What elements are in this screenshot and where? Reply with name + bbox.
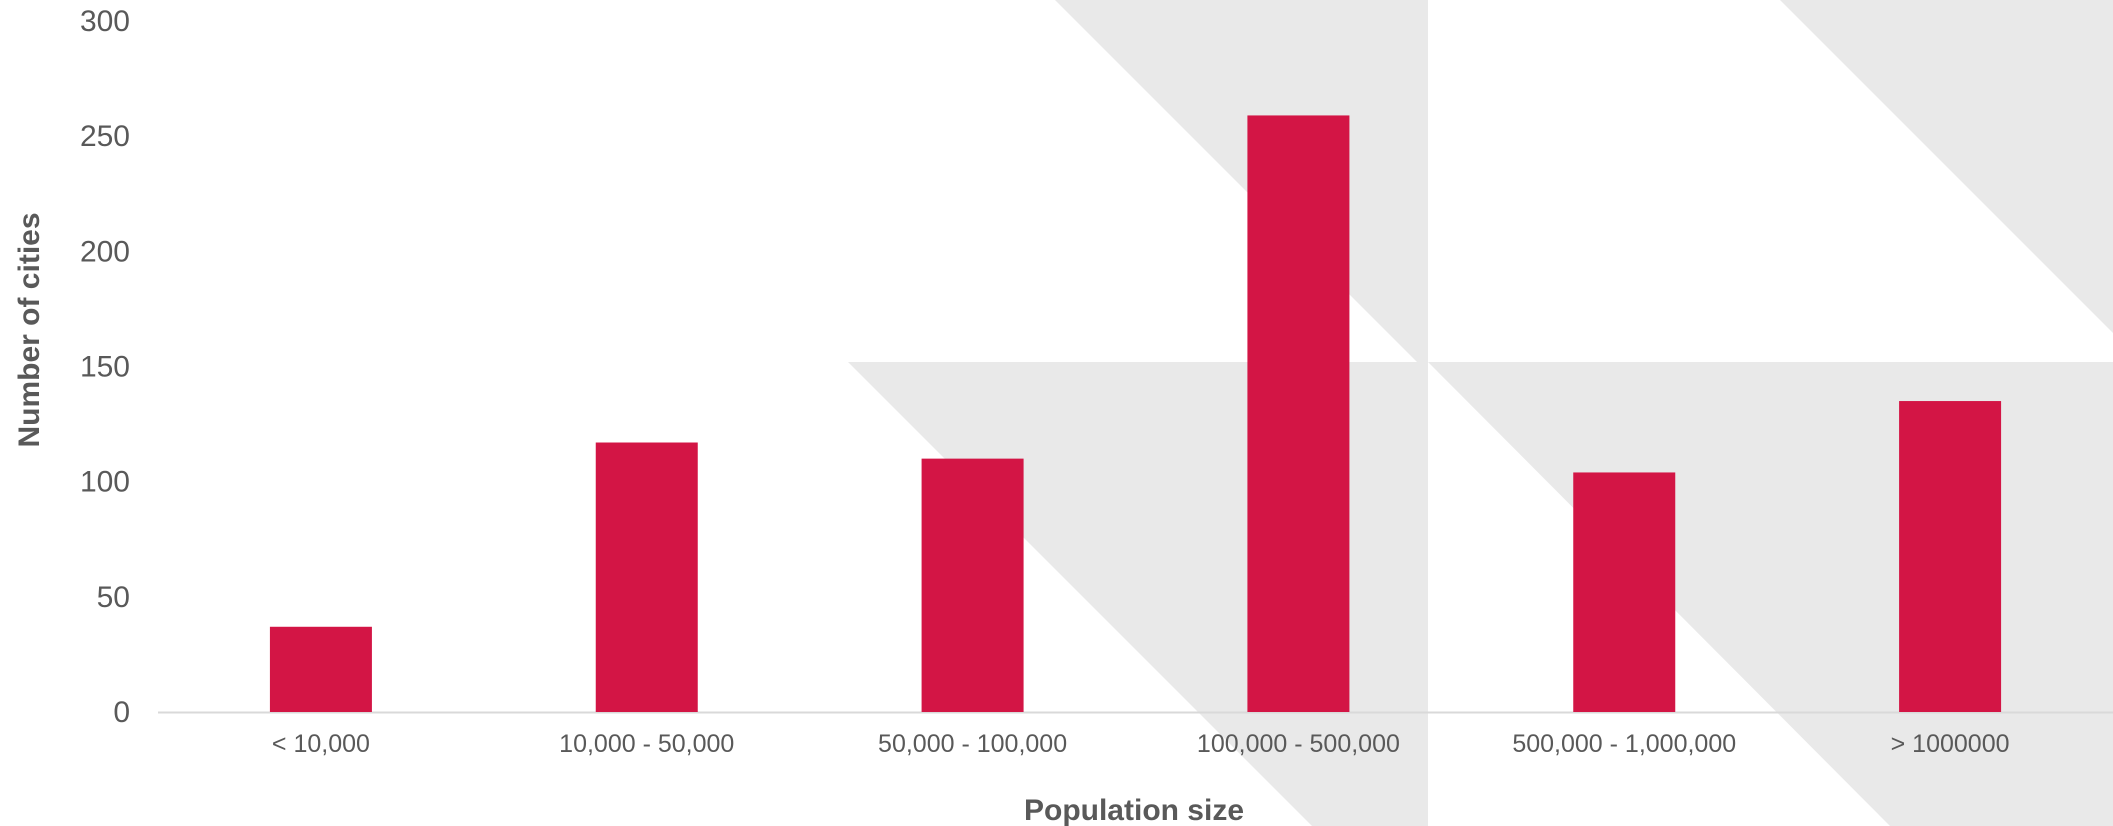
x-tick-label: < 10,000 xyxy=(272,730,370,758)
y-tick-label: 300 xyxy=(80,5,130,38)
bar xyxy=(921,458,1024,712)
x-axis-tick-labels: < 10,000 10,000 - 50,000 50,000 - 100,000 1… xyxy=(272,730,2010,758)
y-tick-label: 50 xyxy=(97,581,130,614)
x-tick-label: 500,000 - 1,000,000 xyxy=(1512,730,1736,758)
y-axis-title: Number of cities xyxy=(13,212,46,447)
x-tick-label: 50,000 - 100,000 xyxy=(878,730,1067,758)
bars xyxy=(269,115,2002,713)
x-tick-label: 100,000 - 500,000 xyxy=(1197,730,1400,758)
x-axis-title: Population size xyxy=(1024,794,1244,826)
bar xyxy=(269,626,372,712)
bar xyxy=(595,442,698,712)
x-tick-label: 10,000 - 50,000 xyxy=(559,730,734,758)
bar xyxy=(1247,115,1350,713)
y-tick-label: 100 xyxy=(80,466,130,499)
y-tick-label: 150 xyxy=(80,351,130,384)
y-tick-label: 250 xyxy=(80,120,130,153)
bar xyxy=(1899,401,2002,712)
bg-triangle-top-right xyxy=(1780,0,2113,333)
y-axis-tick-labels: 0 50 100 150 200 250 300 xyxy=(80,5,130,729)
y-tick-label: 0 xyxy=(113,696,130,729)
bg-triangle-top-left xyxy=(1055,0,1428,373)
y-tick-label: 200 xyxy=(80,235,130,268)
x-tick-label: > 1000000 xyxy=(1891,730,2010,758)
bar xyxy=(1573,472,1676,712)
